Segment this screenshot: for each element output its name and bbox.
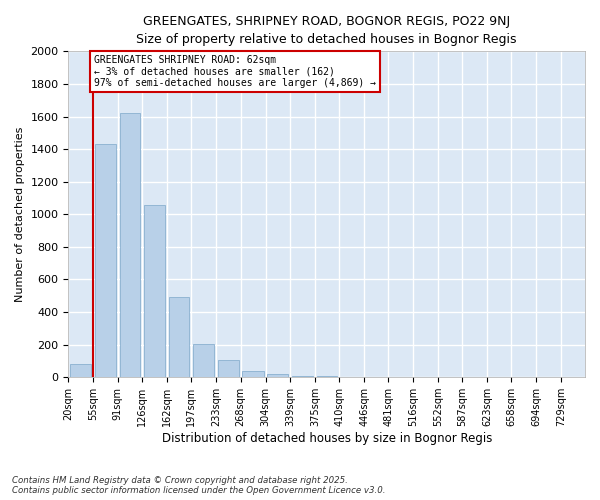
Text: GREENGATES SHRIPNEY ROAD: 62sqm
← 3% of detached houses are smaller (162)
97% of: GREENGATES SHRIPNEY ROAD: 62sqm ← 3% of … xyxy=(94,54,376,88)
X-axis label: Distribution of detached houses by size in Bognor Regis: Distribution of detached houses by size … xyxy=(161,432,492,445)
Bar xyxy=(169,298,190,377)
Bar xyxy=(317,376,337,377)
Bar xyxy=(70,364,91,377)
Y-axis label: Number of detached properties: Number of detached properties xyxy=(15,126,25,302)
Bar xyxy=(193,344,214,377)
Title: GREENGATES, SHRIPNEY ROAD, BOGNOR REGIS, PO22 9NJ
Size of property relative to d: GREENGATES, SHRIPNEY ROAD, BOGNOR REGIS,… xyxy=(136,15,517,46)
Bar xyxy=(242,370,264,377)
Text: Contains HM Land Registry data © Crown copyright and database right 2025.
Contai: Contains HM Land Registry data © Crown c… xyxy=(12,476,386,495)
Bar xyxy=(218,360,239,377)
Bar xyxy=(292,376,313,377)
Bar xyxy=(95,144,116,377)
Bar xyxy=(268,374,288,377)
Bar xyxy=(119,114,140,377)
Bar xyxy=(144,204,165,377)
